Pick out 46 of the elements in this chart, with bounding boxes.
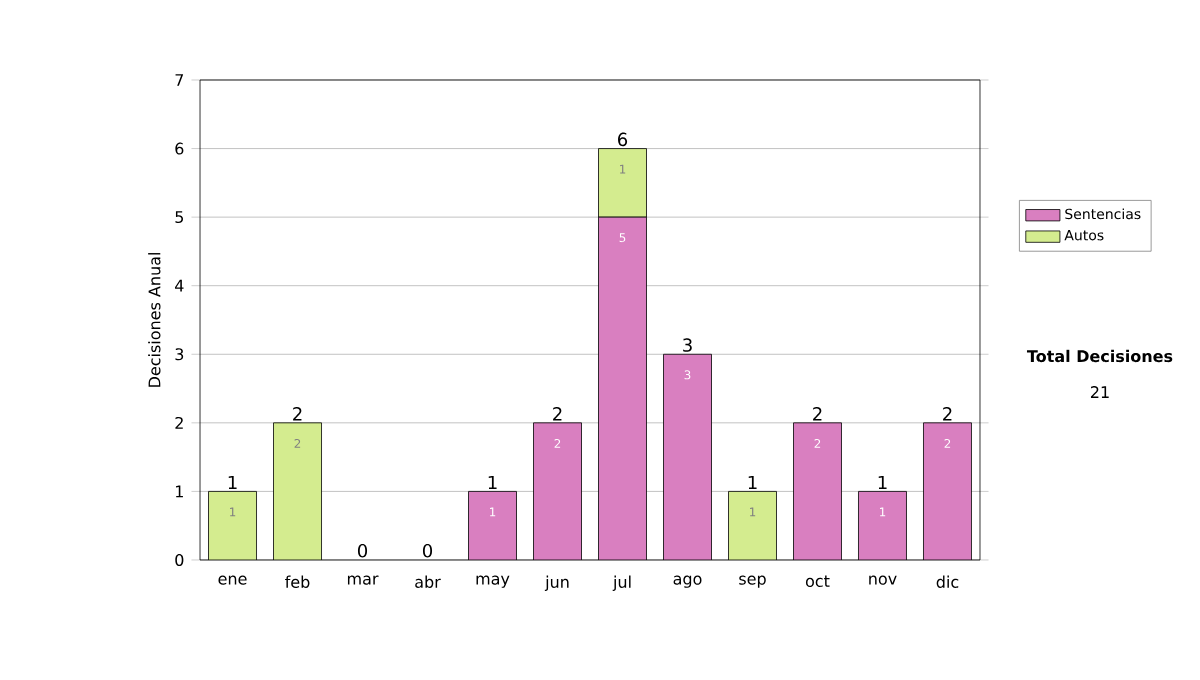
- total-label: 2: [293, 407, 302, 421]
- total-label: 2: [943, 407, 952, 421]
- bar: [793, 422, 842, 560]
- total-label: 1: [878, 475, 887, 489]
- x-tick-label: jul: [612, 575, 631, 592]
- total-label: 0: [422, 543, 433, 558]
- total-label: 2: [813, 407, 822, 421]
- x-tick-label: dic: [936, 575, 959, 588]
- x-tick-label: jun: [544, 575, 569, 592]
- total-label: 0: [357, 543, 368, 558]
- bar: [533, 422, 582, 560]
- y-axis-title: Decisiones Anual: [148, 253, 161, 387]
- total-label: 3: [683, 338, 692, 352]
- total-label: 1: [488, 475, 497, 489]
- bar: [663, 353, 712, 560]
- text: 21: [1090, 386, 1109, 398]
- bar: [468, 491, 517, 560]
- x-tick-label: ago: [673, 575, 702, 588]
- y-tick-label: 0: [175, 553, 184, 567]
- bar: [273, 422, 322, 560]
- x-tick-label: mar: [347, 575, 379, 585]
- x-tick-label: may: [476, 575, 510, 588]
- y-tick-label: 2: [175, 416, 183, 429]
- y-tick-label: 6: [175, 142, 184, 155]
- x-tick-label: oct: [805, 575, 830, 588]
- bar: [598, 216, 647, 560]
- x-tick-label: sep: [739, 575, 766, 588]
- text: Total Decisiones: [1026, 349, 1173, 363]
- x-tick-label: feb: [285, 575, 310, 588]
- y-tick-label: 1: [176, 485, 183, 498]
- total-label: 1: [228, 475, 237, 489]
- total-label: 2: [553, 407, 562, 421]
- x-tick-label: abr: [415, 575, 441, 588]
- bar: [208, 491, 257, 560]
- y-tick-label: 3: [175, 348, 184, 361]
- total-label: 1: [748, 475, 757, 489]
- x-tick-label: ene: [218, 575, 247, 585]
- total-label: 6: [618, 132, 628, 147]
- bar: [728, 491, 777, 560]
- y-tick-label: 4: [175, 279, 184, 292]
- y-tick-label: 5: [175, 211, 184, 224]
- bar: [923, 422, 972, 560]
- bar: [598, 148, 647, 218]
- y-tick-label: 7: [175, 74, 184, 86]
- bar: [858, 491, 907, 560]
- x-tick-label: nov: [869, 575, 897, 585]
